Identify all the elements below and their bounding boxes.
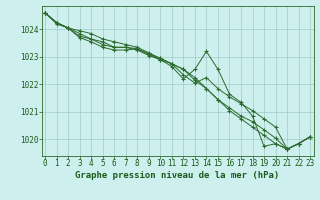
X-axis label: Graphe pression niveau de la mer (hPa): Graphe pression niveau de la mer (hPa) — [76, 171, 280, 180]
